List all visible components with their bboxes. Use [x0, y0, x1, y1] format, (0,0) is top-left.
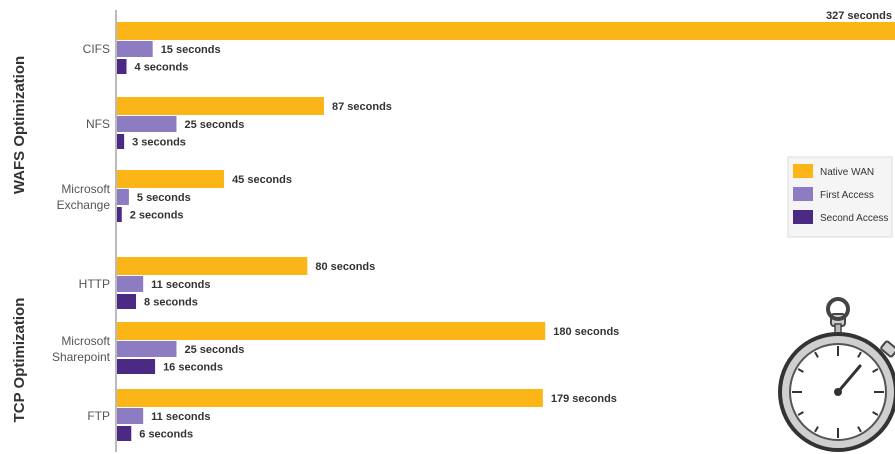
legend-label: Native WAN [820, 167, 874, 178]
bar-second-access [117, 134, 125, 149]
bar-native-wan [117, 257, 308, 275]
group-label: TCP Optimization [11, 298, 28, 423]
bar-native-wan [117, 170, 225, 188]
bar-native-wan [117, 97, 324, 115]
value-label: 8 seconds [144, 297, 198, 309]
value-label: 11 seconds [151, 279, 210, 291]
category-label: Microsoft Exchange [57, 182, 111, 212]
bar-first-access [117, 341, 177, 357]
bar-first-access [117, 116, 177, 132]
bar-first-access [117, 408, 144, 424]
group-label: WAFS Optimization [11, 56, 28, 194]
value-label: 180 seconds [553, 326, 619, 338]
bar-native-wan [117, 22, 895, 40]
bar-native-wan [117, 389, 543, 407]
value-label: 2 seconds [130, 210, 184, 222]
legend-swatch-native-wan [793, 164, 813, 178]
bar-second-access [117, 207, 122, 222]
value-label: 11 seconds [151, 411, 210, 423]
bars-layer [117, 22, 895, 441]
value-label: 80 seconds [315, 261, 375, 273]
value-label: 25 seconds [184, 344, 244, 356]
bar-first-access [117, 41, 153, 57]
value-label: 16 seconds [163, 362, 223, 374]
value-label: 45 seconds [232, 174, 292, 186]
value-label: 5 seconds [137, 192, 191, 204]
category-label: NFS [86, 117, 110, 131]
value-label: 327 seconds [826, 10, 892, 22]
category-label: CIFS [83, 42, 110, 56]
value-label: 15 seconds [161, 44, 221, 56]
value-label: 6 seconds [139, 429, 193, 441]
legend-swatch-second-access [793, 210, 813, 224]
bar-second-access [117, 59, 127, 74]
category-label: FTP [87, 409, 110, 423]
value-label: 179 seconds [551, 393, 617, 405]
legend: Native WAN First Access Second Access [787, 156, 893, 238]
labels-layer: 327 seconds 15 seconds 4 seconds CIFS 87 sec… [11, 10, 892, 441]
category-label: HTTP [79, 277, 110, 291]
bar-first-access [117, 189, 129, 205]
bar-native-wan [117, 322, 546, 340]
value-label: 25 seconds [184, 119, 244, 131]
bar-second-access [117, 294, 137, 309]
legend-label: Second Access [820, 213, 888, 224]
legend-swatch-first-access [793, 187, 813, 201]
stopwatch-icon [778, 297, 895, 452]
category-label: Microsoft Sharepoint [52, 334, 111, 364]
bar-first-access [117, 276, 144, 292]
value-label: 3 seconds [132, 137, 186, 149]
bar-second-access [117, 359, 156, 374]
legend-label: First Access [820, 190, 874, 201]
value-label: 87 seconds [332, 101, 392, 113]
bar-second-access [117, 426, 132, 441]
value-label: 4 seconds [135, 62, 189, 74]
